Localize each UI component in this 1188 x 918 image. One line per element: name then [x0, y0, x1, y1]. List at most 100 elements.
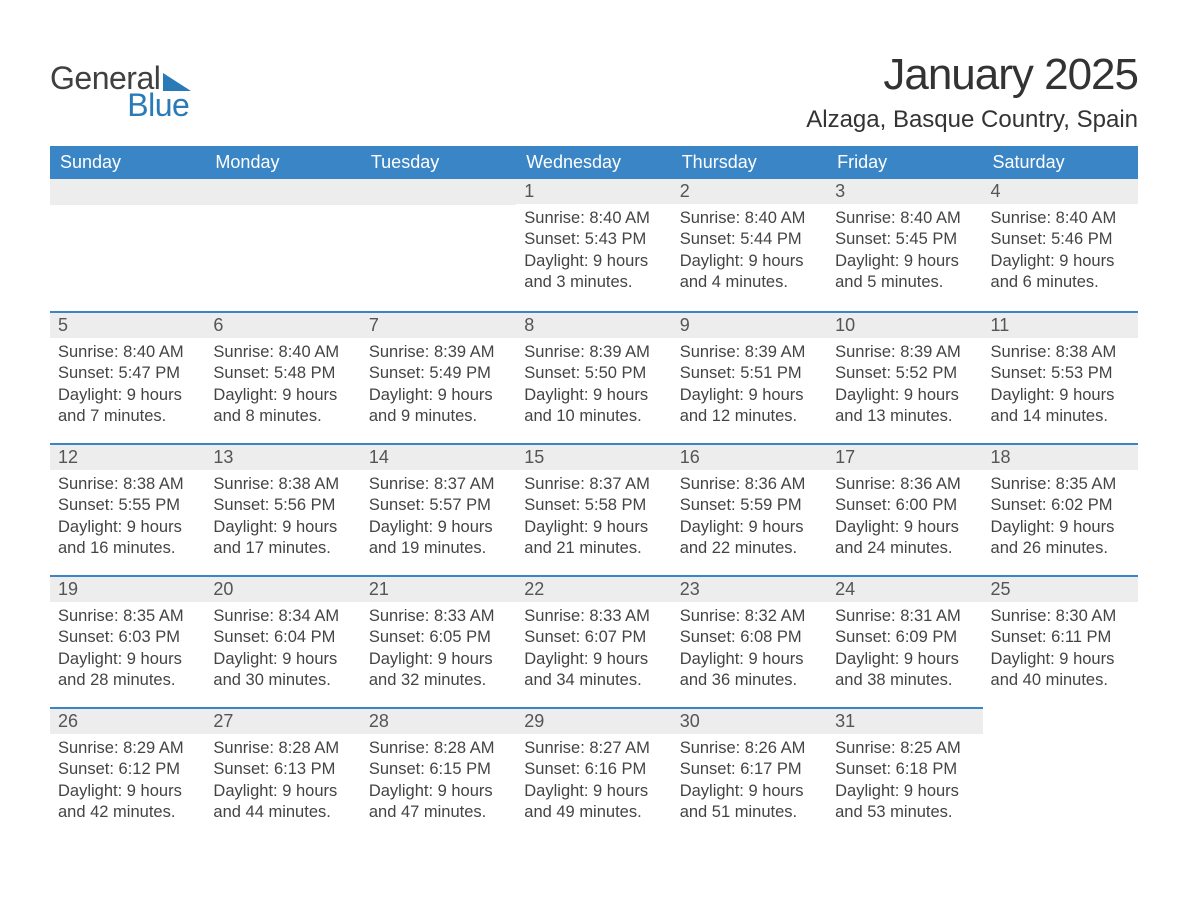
sunrise-text: Sunrise: 8:27 AM: [524, 738, 663, 759]
calendar-week-row: 5Sunrise: 8:40 AMSunset: 5:47 PMDaylight…: [50, 311, 1138, 443]
daylight-text-1: Daylight: 9 hours: [369, 781, 508, 802]
daylight-text-2: and 51 minutes.: [680, 802, 819, 823]
calendar-day-cell: 8Sunrise: 8:39 AMSunset: 5:50 PMDaylight…: [516, 311, 671, 443]
daylight-text-1: Daylight: 9 hours: [991, 385, 1130, 406]
daylight-text-1: Daylight: 9 hours: [213, 781, 352, 802]
daylight-text-2: and 42 minutes.: [58, 802, 197, 823]
day-number: 25: [983, 575, 1138, 602]
daylight-text-2: and 8 minutes.: [213, 406, 352, 427]
day-details: Sunrise: 8:39 AMSunset: 5:52 PMDaylight:…: [827, 338, 982, 434]
daylight-text-2: and 34 minutes.: [524, 670, 663, 691]
day-number: 29: [516, 707, 671, 734]
daylight-text-2: and 28 minutes.: [58, 670, 197, 691]
daylight-text-1: Daylight: 9 hours: [213, 517, 352, 538]
sunset-text: Sunset: 6:11 PM: [991, 627, 1130, 648]
daylight-text-1: Daylight: 9 hours: [680, 781, 819, 802]
sunrise-text: Sunrise: 8:40 AM: [680, 208, 819, 229]
sunset-text: Sunset: 6:18 PM: [835, 759, 974, 780]
daylight-text-2: and 9 minutes.: [369, 406, 508, 427]
calendar-day-cell: 25Sunrise: 8:30 AMSunset: 6:11 PMDayligh…: [983, 575, 1138, 707]
daylight-text-1: Daylight: 9 hours: [991, 251, 1130, 272]
day-number: 18: [983, 443, 1138, 470]
day-number: 13: [205, 443, 360, 470]
day-details: Sunrise: 8:31 AMSunset: 6:09 PMDaylight:…: [827, 602, 982, 698]
day-details: Sunrise: 8:33 AMSunset: 6:07 PMDaylight:…: [516, 602, 671, 698]
daylight-text-2: and 44 minutes.: [213, 802, 352, 823]
day-details: Sunrise: 8:28 AMSunset: 6:15 PMDaylight:…: [361, 734, 516, 830]
calendar-day-cell: 22Sunrise: 8:33 AMSunset: 6:07 PMDayligh…: [516, 575, 671, 707]
calendar-week-row: 19Sunrise: 8:35 AMSunset: 6:03 PMDayligh…: [50, 575, 1138, 707]
day-number: 31: [827, 707, 982, 734]
day-details: Sunrise: 8:39 AMSunset: 5:49 PMDaylight:…: [361, 338, 516, 434]
sunset-text: Sunset: 6:00 PM: [835, 495, 974, 516]
day-details: Sunrise: 8:39 AMSunset: 5:51 PMDaylight:…: [672, 338, 827, 434]
calendar-day-cell: 21Sunrise: 8:33 AMSunset: 6:05 PMDayligh…: [361, 575, 516, 707]
day-details: Sunrise: 8:38 AMSunset: 5:53 PMDaylight:…: [983, 338, 1138, 434]
sunset-text: Sunset: 5:57 PM: [369, 495, 508, 516]
day-details: Sunrise: 8:33 AMSunset: 6:05 PMDaylight:…: [361, 602, 516, 698]
sunrise-text: Sunrise: 8:37 AM: [369, 474, 508, 495]
daylight-text-2: and 21 minutes.: [524, 538, 663, 559]
calendar-day-cell: [361, 179, 516, 311]
calendar-day-cell: 31Sunrise: 8:25 AMSunset: 6:18 PMDayligh…: [827, 707, 982, 830]
sunset-text: Sunset: 6:13 PM: [213, 759, 352, 780]
day-number: 21: [361, 575, 516, 602]
sunrise-text: Sunrise: 8:32 AM: [680, 606, 819, 627]
sunset-text: Sunset: 5:59 PM: [680, 495, 819, 516]
sunrise-text: Sunrise: 8:36 AM: [680, 474, 819, 495]
sunset-text: Sunset: 6:16 PM: [524, 759, 663, 780]
sunrise-text: Sunrise: 8:33 AM: [524, 606, 663, 627]
calendar-table: Sunday Monday Tuesday Wednesday Thursday…: [50, 146, 1138, 830]
sunrise-text: Sunrise: 8:37 AM: [524, 474, 663, 495]
day-number: 26: [50, 707, 205, 734]
sunset-text: Sunset: 5:46 PM: [991, 229, 1130, 250]
day-number: 4: [983, 179, 1138, 204]
day-number: 28: [361, 707, 516, 734]
calendar-day-cell: 14Sunrise: 8:37 AMSunset: 5:57 PMDayligh…: [361, 443, 516, 575]
empty-day-header: [361, 179, 516, 205]
daylight-text-2: and 32 minutes.: [369, 670, 508, 691]
sunset-text: Sunset: 6:15 PM: [369, 759, 508, 780]
daylight-text-2: and 30 minutes.: [213, 670, 352, 691]
sunrise-text: Sunrise: 8:38 AM: [991, 342, 1130, 363]
day-number: 9: [672, 311, 827, 338]
sunset-text: Sunset: 5:49 PM: [369, 363, 508, 384]
title-block: January 2025 Alzaga, Basque Country, Spa…: [806, 50, 1138, 134]
sunset-text: Sunset: 5:56 PM: [213, 495, 352, 516]
sunset-text: Sunset: 6:17 PM: [680, 759, 819, 780]
sunrise-text: Sunrise: 8:35 AM: [58, 606, 197, 627]
col-monday: Monday: [205, 146, 360, 179]
day-details: Sunrise: 8:28 AMSunset: 6:13 PMDaylight:…: [205, 734, 360, 830]
calendar-day-cell: 10Sunrise: 8:39 AMSunset: 5:52 PMDayligh…: [827, 311, 982, 443]
day-details: Sunrise: 8:34 AMSunset: 6:04 PMDaylight:…: [205, 602, 360, 698]
day-details: Sunrise: 8:40 AMSunset: 5:46 PMDaylight:…: [983, 204, 1138, 300]
logo-text-blue: Blue: [50, 87, 189, 124]
day-number: 1: [516, 179, 671, 204]
calendar-day-cell: 24Sunrise: 8:31 AMSunset: 6:09 PMDayligh…: [827, 575, 982, 707]
day-number: 7: [361, 311, 516, 338]
sunrise-text: Sunrise: 8:31 AM: [835, 606, 974, 627]
sunrise-text: Sunrise: 8:35 AM: [991, 474, 1130, 495]
month-title: January 2025: [806, 50, 1138, 100]
day-number: 30: [672, 707, 827, 734]
calendar-day-cell: [205, 179, 360, 311]
daylight-text-2: and 4 minutes.: [680, 272, 819, 293]
col-sunday: Sunday: [50, 146, 205, 179]
daylight-text-2: and 7 minutes.: [58, 406, 197, 427]
day-number: 2: [672, 179, 827, 204]
calendar-day-cell: 1Sunrise: 8:40 AMSunset: 5:43 PMDaylight…: [516, 179, 671, 311]
daylight-text-1: Daylight: 9 hours: [369, 649, 508, 670]
daylight-text-2: and 6 minutes.: [991, 272, 1130, 293]
sunset-text: Sunset: 6:04 PM: [213, 627, 352, 648]
day-details: Sunrise: 8:26 AMSunset: 6:17 PMDaylight:…: [672, 734, 827, 830]
daylight-text-1: Daylight: 9 hours: [213, 385, 352, 406]
col-tuesday: Tuesday: [361, 146, 516, 179]
sunset-text: Sunset: 6:07 PM: [524, 627, 663, 648]
day-number: 24: [827, 575, 982, 602]
day-number: 16: [672, 443, 827, 470]
calendar-day-cell: 18Sunrise: 8:35 AMSunset: 6:02 PMDayligh…: [983, 443, 1138, 575]
daylight-text-1: Daylight: 9 hours: [524, 781, 663, 802]
daylight-text-2: and 13 minutes.: [835, 406, 974, 427]
day-details: Sunrise: 8:40 AMSunset: 5:45 PMDaylight:…: [827, 204, 982, 300]
calendar-week-row: 26Sunrise: 8:29 AMSunset: 6:12 PMDayligh…: [50, 707, 1138, 830]
